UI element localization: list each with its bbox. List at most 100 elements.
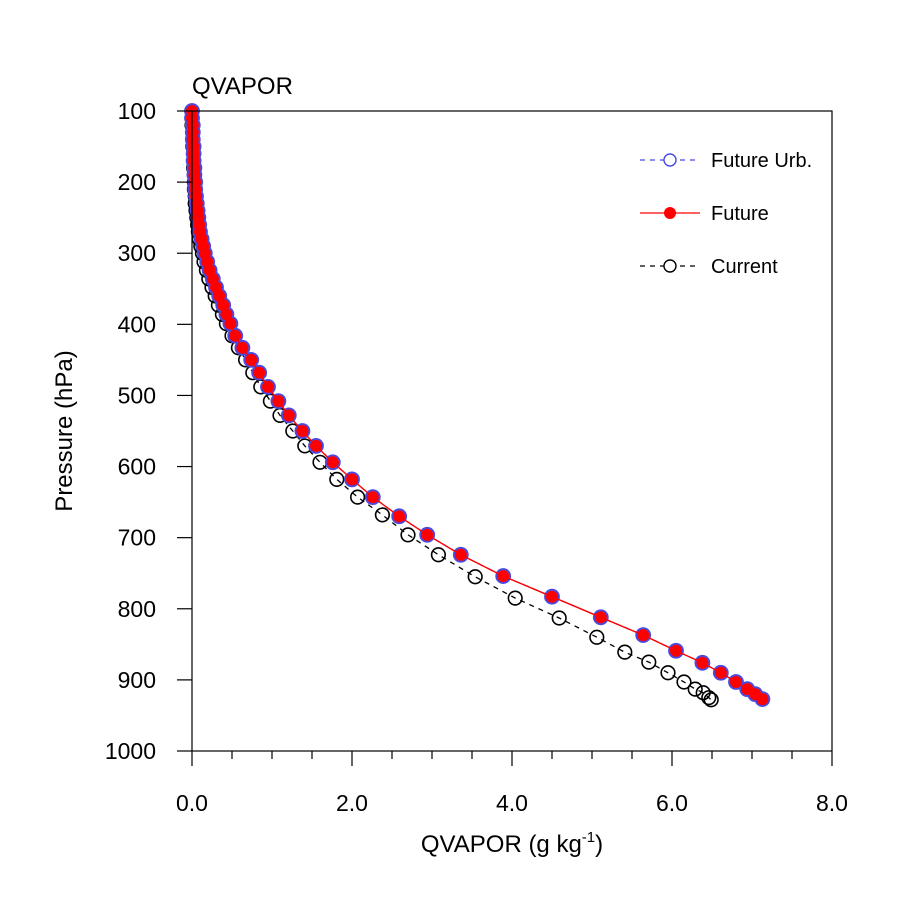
data-point-future	[296, 425, 309, 437]
data-point-future	[696, 656, 709, 669]
y-tick-label: 700	[118, 525, 156, 551]
data-point-current	[701, 690, 717, 706]
data-point-current	[617, 644, 633, 660]
data-point-future-urb	[294, 423, 311, 439]
y-tick-label: 900	[118, 667, 156, 693]
legend-label-future: Future	[711, 203, 769, 225]
data-point-future-urb	[234, 339, 251, 356]
data-point-future-urb	[227, 327, 244, 344]
data-point-current	[400, 527, 416, 543]
data-point-future-urb	[324, 454, 341, 471]
data-point-future	[637, 629, 650, 642]
data-point-future-urb	[251, 364, 268, 381]
data-point-current	[507, 590, 523, 606]
data-point-future-urb	[544, 588, 560, 605]
data-point-future	[421, 528, 434, 541]
data-point-future-urb	[260, 379, 276, 395]
data-point-future	[229, 329, 242, 342]
x-axis-title-main: QVAPOR (g kg	[421, 831, 582, 858]
legend-label-current: Current	[711, 256, 778, 278]
x-axis: 0.0 2.0 4.0 6.0 8.0	[176, 751, 848, 816]
data-point-current	[589, 629, 605, 645]
data-point-future-urb	[243, 351, 260, 368]
data-point-current	[350, 489, 366, 505]
data-point-future	[213, 289, 226, 302]
legend-label-future-urb: Future Urb.	[711, 150, 812, 172]
data-point-future	[670, 644, 682, 657]
data-point-current	[374, 507, 391, 523]
chart-title: QVAPOR	[192, 73, 293, 100]
data-point-future	[236, 341, 249, 354]
y-tick-label: 1000	[105, 738, 156, 764]
legend-item-current: Current	[640, 256, 778, 278]
data-point-current	[329, 471, 345, 487]
data-point-future	[393, 510, 406, 523]
series-layer	[184, 103, 771, 708]
data-point-current	[467, 569, 483, 585]
data-point-future-urb	[280, 407, 297, 424]
y-tick-label: 500	[118, 382, 156, 408]
data-point-future	[282, 409, 295, 422]
y-tick-label: 300	[118, 240, 156, 266]
data-point-future-urb	[419, 526, 436, 543]
data-point-future-urb	[635, 627, 652, 643]
x-axis-title-suffix: )	[595, 831, 603, 858]
x-axis-title-superscript: -1	[582, 829, 595, 846]
data-point-future-urb	[364, 489, 381, 506]
data-point-future-urb	[391, 508, 408, 525]
x-tick-label: 0.0	[176, 790, 208, 816]
series-future	[186, 105, 769, 706]
data-point-future-urb	[308, 438, 324, 454]
data-point-future	[366, 491, 379, 504]
y-axis: 100 200 300 400 500 600 700 800 900 1000	[105, 98, 192, 764]
data-point-current	[551, 610, 567, 626]
data-point-future	[245, 353, 258, 366]
y-tick-label: 600	[118, 454, 156, 480]
data-point-future	[756, 693, 769, 706]
data-point-current	[703, 692, 719, 708]
y-tick-label: 400	[118, 311, 156, 337]
data-point-future-urb	[694, 654, 711, 671]
data-point-future	[730, 676, 742, 689]
data-point-future-urb	[344, 471, 360, 488]
data-point-future-urb	[270, 393, 287, 410]
data-point-current	[430, 547, 447, 563]
legend-item-future: Future	[640, 203, 769, 225]
x-tick-label: 8.0	[816, 790, 848, 816]
legend-marker-future	[664, 207, 676, 219]
data-point-future	[220, 308, 233, 321]
data-point-future	[346, 473, 358, 486]
y-tick-label: 100	[118, 98, 156, 124]
x-tick-label: 6.0	[656, 790, 688, 816]
y-tick-label: 800	[118, 596, 156, 622]
data-point-future-urb	[452, 546, 469, 563]
x-tick-label: 2.0	[336, 790, 368, 816]
data-point-future	[262, 380, 274, 393]
data-point-future-urb	[592, 609, 609, 626]
data-point-current	[676, 674, 692, 690]
data-point-future-urb	[495, 568, 512, 584]
data-point-future	[326, 456, 339, 469]
y-tick-label: 200	[118, 169, 156, 195]
data-point-current	[687, 681, 703, 697]
data-point-future	[224, 317, 237, 330]
data-point-current	[660, 665, 676, 681]
legend-marker-current	[663, 259, 677, 273]
data-point-future	[714, 666, 727, 679]
data-point-future	[454, 548, 467, 561]
x-axis-title: QVAPOR (g kg-1)	[421, 829, 603, 858]
data-point-current	[641, 654, 657, 670]
data-point-future-urb	[712, 664, 729, 681]
x-tick-label: 4.0	[496, 790, 528, 816]
legend-item-future-urb: Future Urb.	[640, 150, 812, 172]
legend: Future Urb. Future Current	[640, 150, 812, 278]
data-point-future	[272, 395, 285, 408]
data-point-future	[217, 299, 230, 312]
data-point-future	[310, 439, 322, 452]
y-axis-title: Pressure (hPa)	[51, 350, 78, 511]
legend-marker-future-urb	[663, 153, 677, 167]
data-point-future-urb	[668, 642, 684, 659]
data-point-future-urb	[728, 674, 744, 690]
